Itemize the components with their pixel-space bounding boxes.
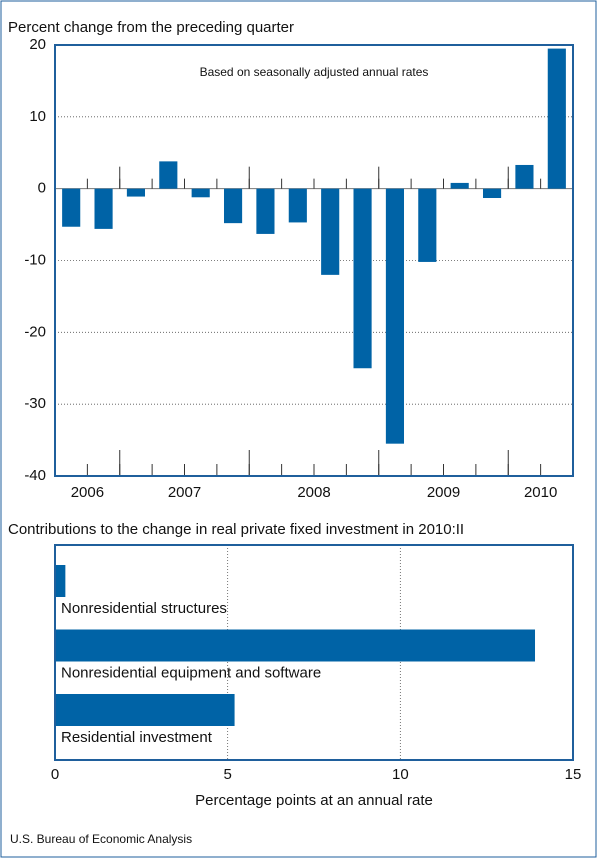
x-tick-label: 5 bbox=[223, 766, 231, 783]
bar bbox=[159, 161, 178, 189]
category-label: Nonresidential equipment and software bbox=[61, 664, 321, 681]
bar bbox=[547, 48, 566, 189]
chart-title: Contributions to the change in real priv… bbox=[8, 521, 464, 538]
bar bbox=[482, 188, 502, 199]
bar bbox=[515, 164, 534, 189]
bar bbox=[94, 188, 113, 229]
bar bbox=[418, 188, 437, 262]
chart-title: Percent change from the preceding quarte… bbox=[8, 19, 294, 36]
y-tick-label: -40 bbox=[24, 467, 46, 484]
x-tick-label: 2006 bbox=[71, 484, 104, 501]
x-tick-label: 2008 bbox=[297, 484, 330, 501]
bar bbox=[126, 188, 146, 197]
x-tick-label: 2010 bbox=[524, 484, 557, 501]
bar bbox=[288, 188, 307, 223]
plot-frame bbox=[54, 544, 574, 761]
bar bbox=[256, 188, 275, 234]
bar bbox=[55, 694, 235, 726]
bar bbox=[55, 629, 536, 662]
x-axis-label: Percentage points at an annual rate bbox=[195, 792, 433, 809]
bar bbox=[62, 188, 81, 227]
x-tick-label: 0 bbox=[51, 766, 59, 783]
x-tick-label: 10 bbox=[392, 766, 409, 783]
bar bbox=[450, 182, 469, 189]
bar bbox=[385, 188, 405, 444]
source: U.S. Bureau of Economic Analysis bbox=[10, 832, 192, 846]
annotation: Based on seasonally adjusted annual rate… bbox=[200, 65, 429, 79]
bar bbox=[223, 188, 243, 224]
bar bbox=[321, 188, 340, 275]
y-tick-label: 10 bbox=[29, 108, 46, 125]
x-tick-label: 2007 bbox=[168, 484, 201, 501]
y-tick-label: 0 bbox=[38, 180, 46, 197]
category-label: Nonresidential structures bbox=[61, 600, 227, 617]
bar bbox=[55, 565, 66, 597]
plot-frame bbox=[54, 44, 574, 477]
bar bbox=[191, 188, 210, 198]
y-tick-label: -30 bbox=[24, 395, 46, 412]
x-tick-label: 2009 bbox=[427, 484, 460, 501]
x-tick-label: 15 bbox=[565, 766, 582, 783]
y-tick-label: -20 bbox=[24, 323, 46, 340]
bar bbox=[353, 188, 372, 369]
category-label: Residential investment bbox=[61, 729, 213, 746]
y-tick-label: -10 bbox=[24, 251, 46, 268]
y-tick-label: 20 bbox=[29, 36, 46, 53]
